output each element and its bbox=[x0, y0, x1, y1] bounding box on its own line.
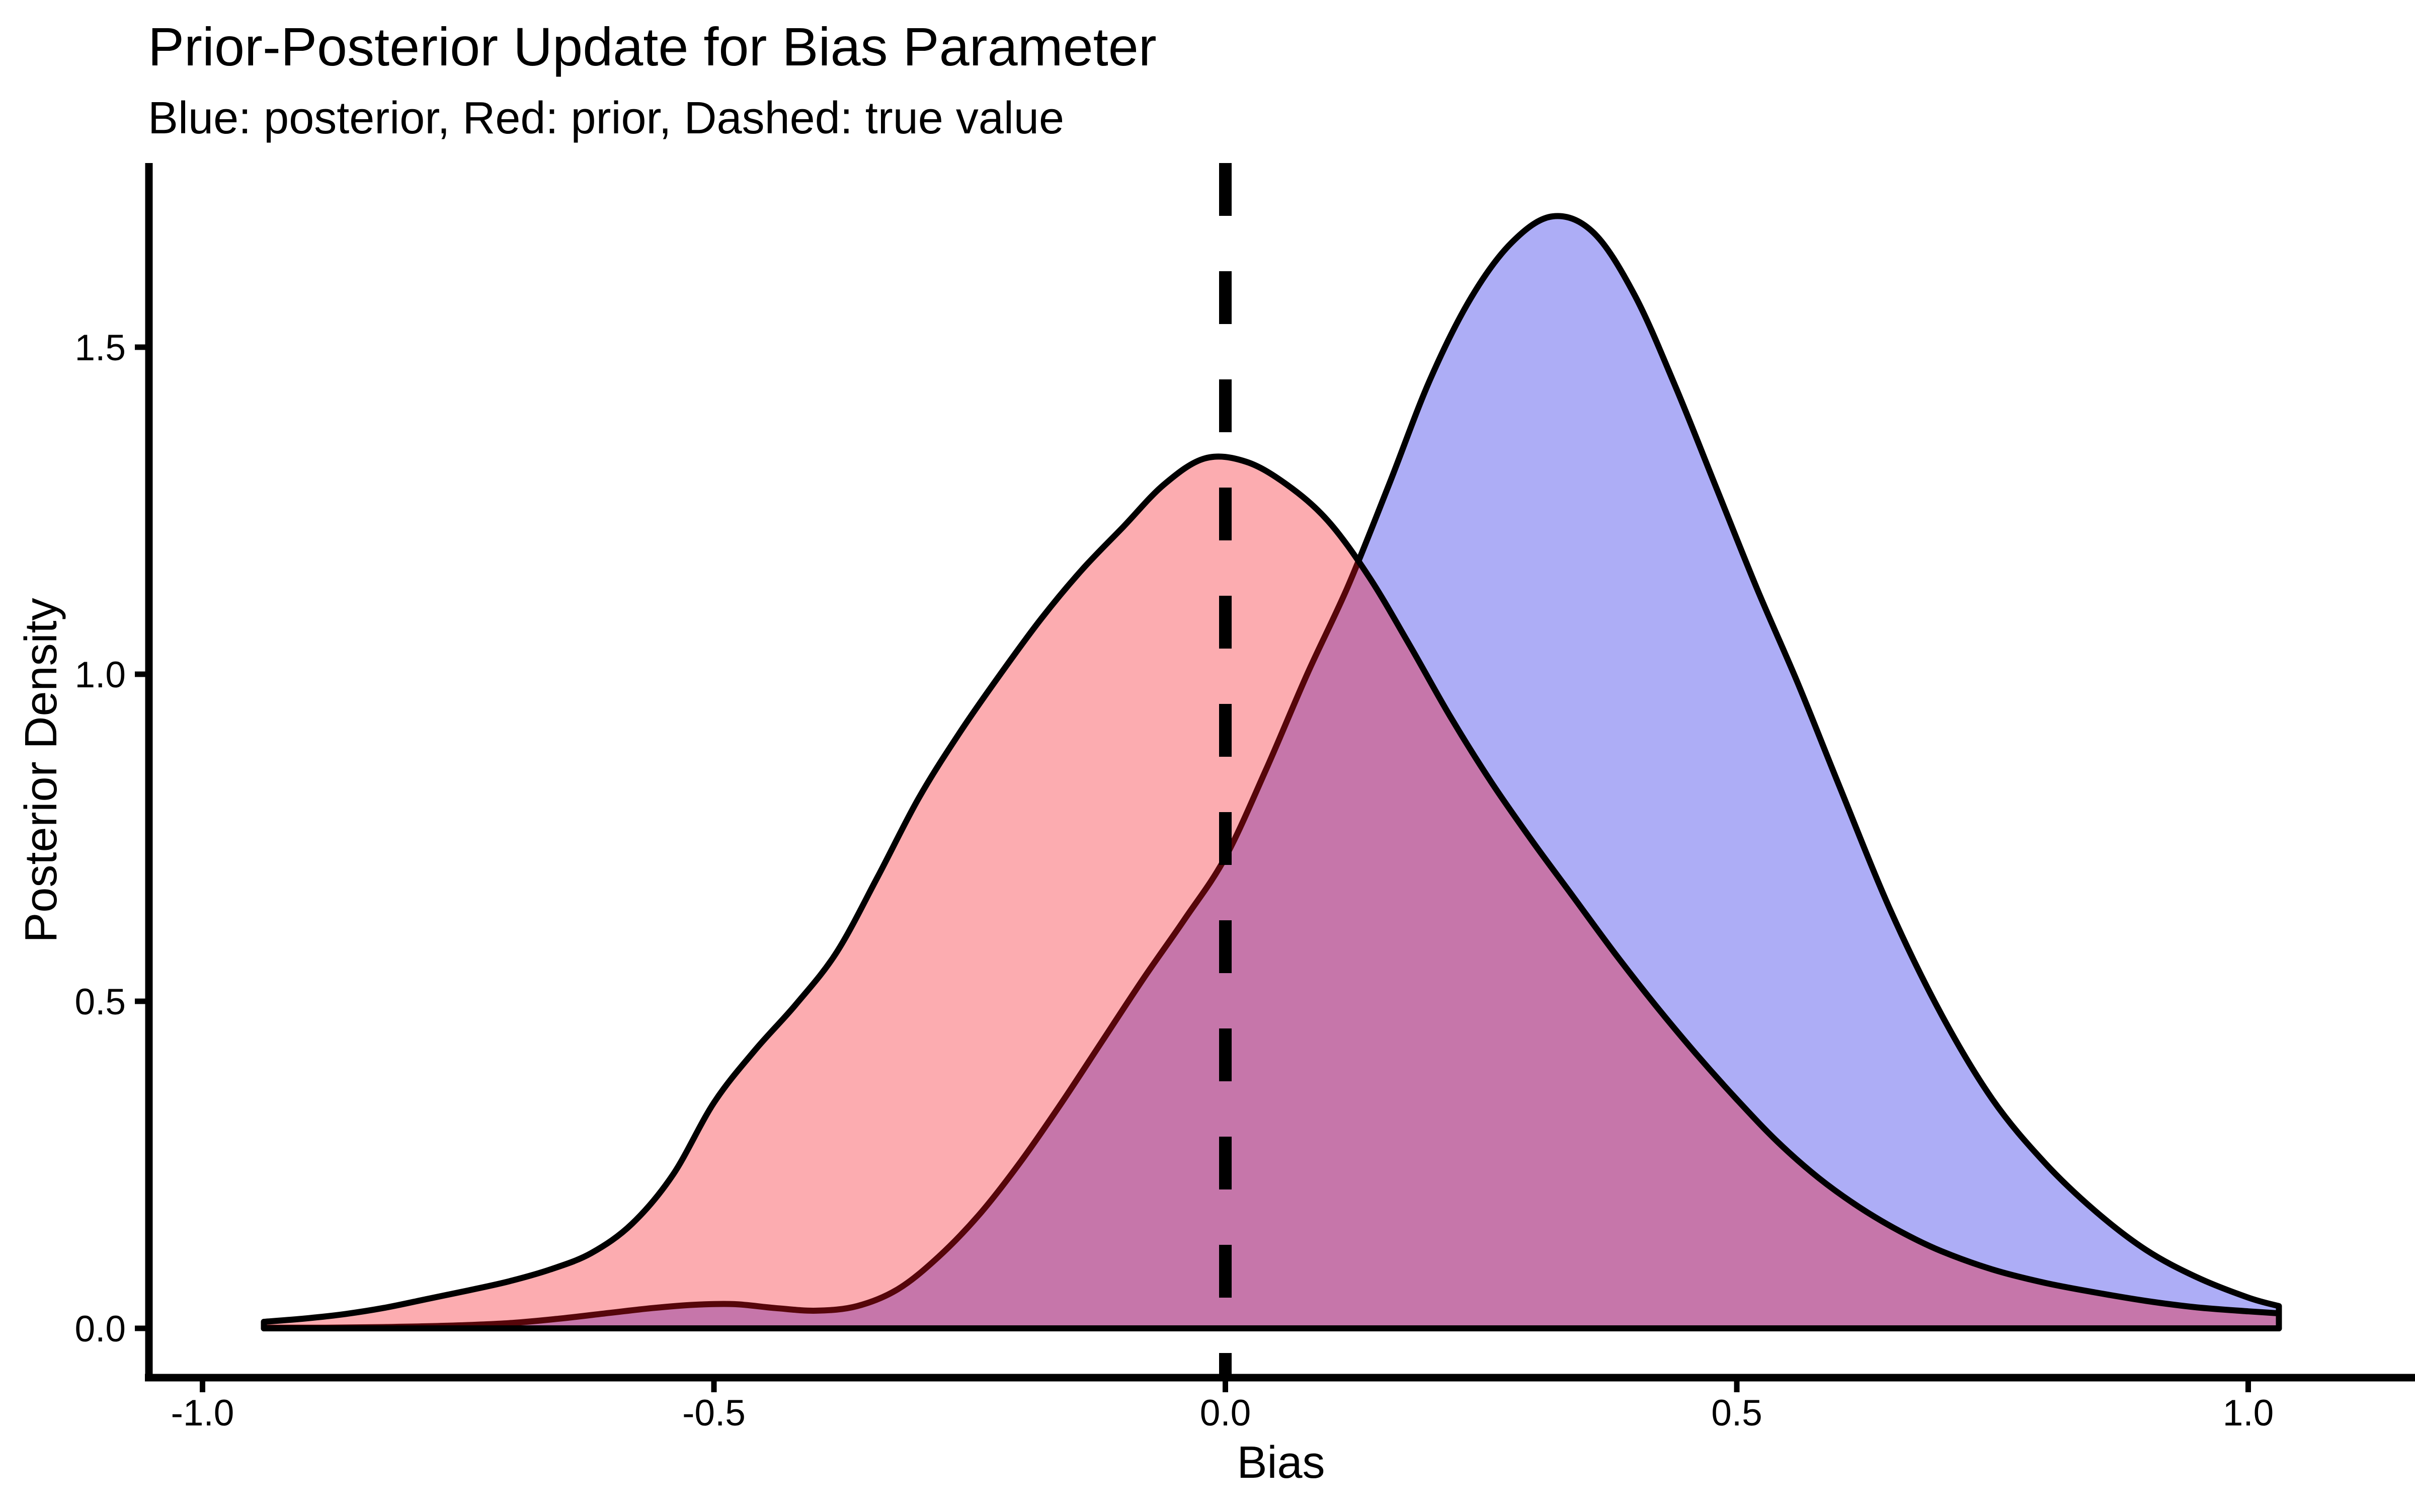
plot-subtitle: Blue: posterior, Red: prior, Dashed: tru… bbox=[148, 93, 1064, 143]
x-tick-label: 0.0 bbox=[1200, 1393, 1251, 1434]
x-tick-label: 1.0 bbox=[2223, 1393, 2274, 1434]
y-axis-title: Posterior Density bbox=[16, 598, 66, 942]
x-tick-label: 0.5 bbox=[1711, 1393, 1762, 1434]
plot-title: Prior-Posterior Update for Bias Paramete… bbox=[148, 16, 1157, 77]
prior-density-area bbox=[261, 453, 2282, 1331]
y-tick-label: 0.5 bbox=[75, 982, 126, 1022]
y-tick-label: 1.0 bbox=[75, 655, 126, 695]
posterior-density-area bbox=[261, 213, 2282, 1331]
y-axis-ticks: 0.0 0.5 1.0 1.5 bbox=[75, 328, 145, 1349]
x-axis-ticks: -1.0 -0.5 0.0 0.5 1.0 bbox=[171, 1381, 2274, 1434]
x-tick-label: -0.5 bbox=[682, 1393, 746, 1434]
x-axis-title: Bias bbox=[1237, 1438, 1325, 1488]
y-tick-label: 0.0 bbox=[75, 1309, 126, 1349]
density-curves bbox=[261, 213, 2282, 1331]
y-tick-label: 1.5 bbox=[75, 328, 126, 368]
x-tick-label: -1.0 bbox=[171, 1393, 234, 1434]
